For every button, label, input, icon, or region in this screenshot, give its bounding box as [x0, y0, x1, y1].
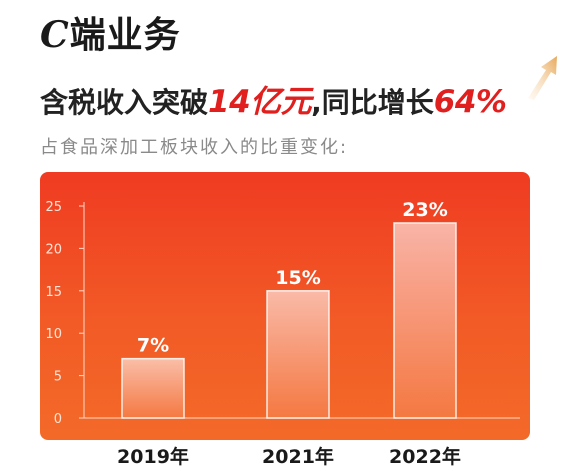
y-tick-label: 20	[45, 242, 62, 257]
growth-arrow-icon	[528, 56, 557, 100]
headline-pre: 含税收入突破	[40, 86, 209, 119]
data-label: 7%	[137, 335, 169, 357]
data-label: 15%	[275, 267, 320, 289]
y-tick-label: 5	[54, 370, 62, 385]
bar	[266, 290, 330, 419]
page-title: C端业务	[40, 6, 181, 58]
headline-mid: ,同比增长	[311, 86, 434, 119]
bar	[121, 357, 185, 419]
title-rest: 端业务	[69, 14, 181, 56]
headline-growth: 64%	[433, 84, 507, 120]
chart-panel: 0 5 10 15 20 25 7% 15% 23%	[40, 172, 530, 440]
bar	[393, 222, 457, 419]
subtitle: 占食品深加工板块收入的比重变化:	[40, 137, 349, 158]
headline-revenue: 14亿元	[208, 84, 312, 120]
headline: 含税收入突破14亿元,同比增长64%	[40, 76, 507, 121]
y-tick-label: 15	[45, 285, 62, 300]
y-tick-label: 0	[54, 412, 62, 427]
y-tick-label: 10	[45, 327, 62, 342]
x-category-label: 2021年	[262, 446, 334, 468]
x-category-label: 2022年	[389, 446, 461, 468]
y-tick-label: 25	[45, 200, 62, 215]
bar-chart: 0 5 10 15 20 25 7% 15% 23%	[45, 199, 520, 427]
title-latin: C	[40, 14, 70, 56]
x-category-label: 2019年	[117, 446, 189, 468]
data-label: 23%	[402, 199, 447, 221]
